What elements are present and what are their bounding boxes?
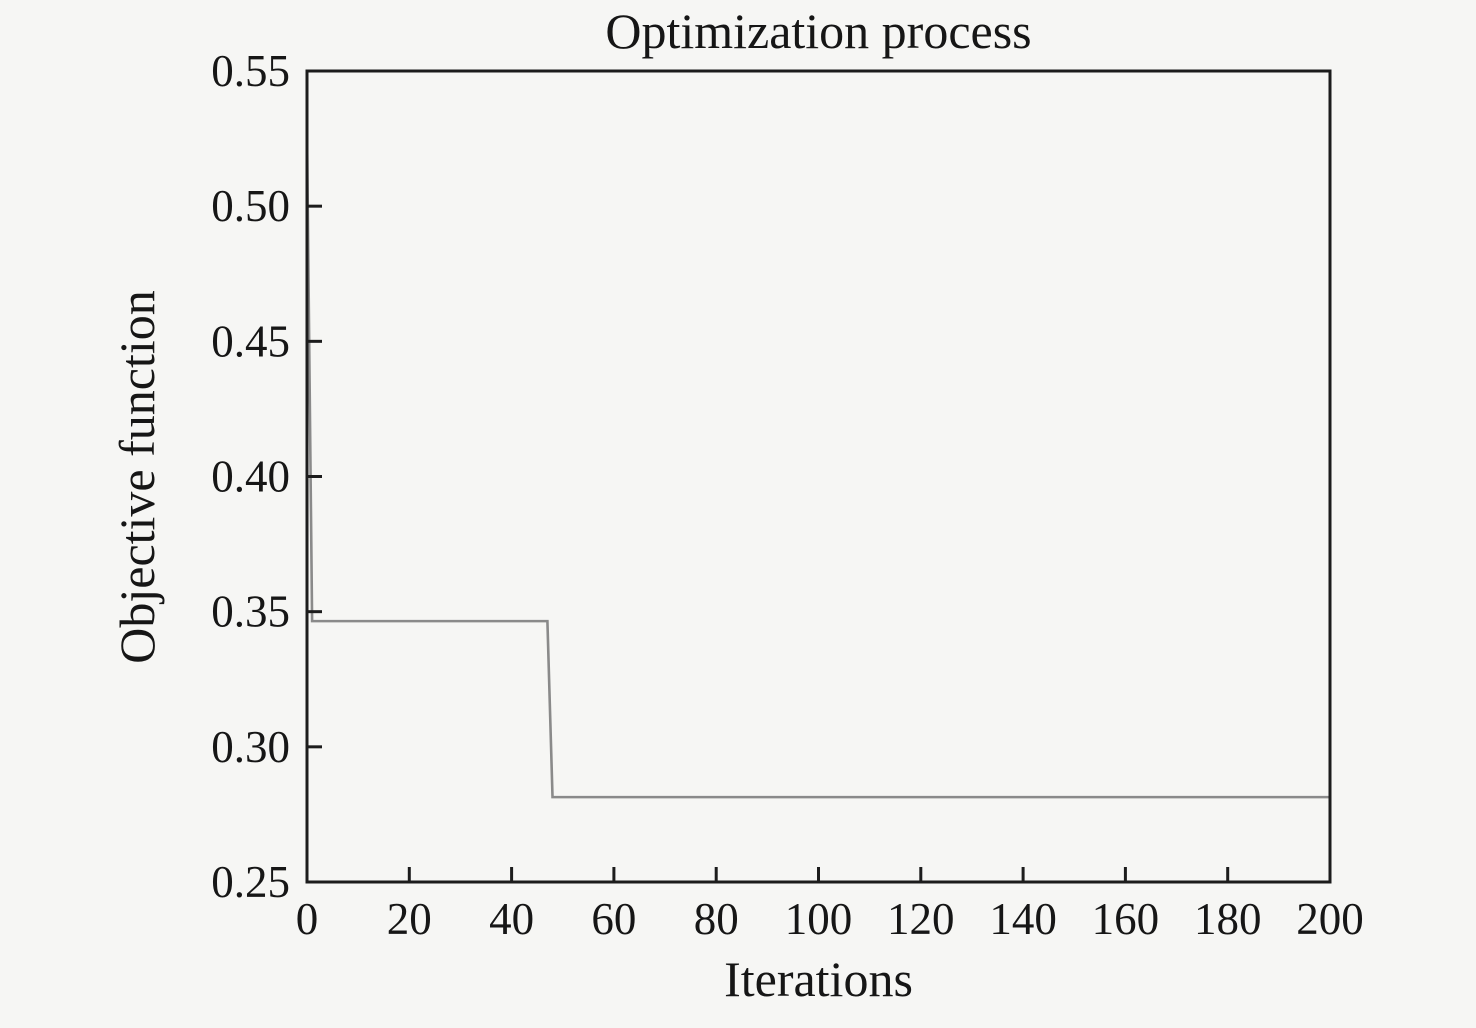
- x-tick-label: 20: [387, 894, 432, 944]
- x-tick-label: 180: [1194, 894, 1262, 944]
- x-axis-label: Iterations: [724, 951, 913, 1007]
- x-tick-label: 60: [591, 894, 636, 944]
- y-tick-label: 0.30: [211, 722, 290, 772]
- y-tick-label: 0.55: [211, 46, 290, 96]
- x-tick-label: 0: [296, 894, 319, 944]
- x-tick-label: 100: [785, 894, 853, 944]
- x-tick-label: 120: [887, 894, 955, 944]
- x-tick-label: 40: [489, 894, 534, 944]
- y-tick-label: 0.50: [211, 181, 290, 231]
- y-tick-label: 0.45: [211, 316, 290, 366]
- y-tick-label: 0.25: [211, 857, 290, 907]
- series-line-objective_function: [305, 133, 1330, 799]
- x-tick-label: 80: [694, 894, 739, 944]
- y-tick-label: 0.40: [211, 452, 290, 502]
- x-tick-label: 200: [1296, 894, 1364, 944]
- chart-title: Optimization process: [605, 3, 1032, 59]
- x-tick-label: 140: [989, 894, 1057, 944]
- x-tick-label: 160: [1092, 894, 1160, 944]
- y-tick-label: 0.35: [211, 587, 290, 637]
- plot-border: [305, 69, 1332, 884]
